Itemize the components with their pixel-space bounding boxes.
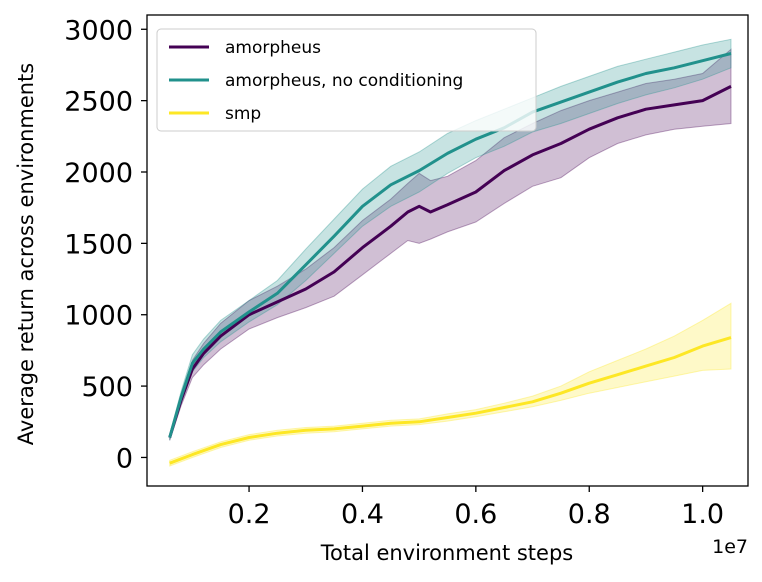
band-smp [169,302,732,467]
y-tick-label: 3000 [64,15,133,46]
band-amorpheus [169,48,732,441]
y-tick-label: 1500 [64,229,133,260]
confidence-bands [169,38,732,467]
legend-label-amorpheus: amorpheus [225,38,321,58]
legend-label-amorpheus-no-conditioning: amorpheus, no conditioning [225,71,463,91]
legend-label-smp: smp [225,104,261,124]
series-line-smp [169,336,732,465]
x-tick-label: 0.2 [228,499,271,530]
y-tick-label: 2000 [64,158,133,189]
y-tick-label: 1000 [64,301,133,332]
x-axis-label: Total environment steps [320,541,574,565]
y-axis-label: Average return across environments [14,63,38,445]
x-tick-label: 1.0 [681,499,724,530]
series-lines [168,52,732,465]
y-tick-label: 0 [116,443,133,474]
series-line-amorpheus-no-conditioning [168,52,732,438]
tick-marks: 0.2 0.4 0.6 0.8 1.0 0 500 1000 1500 2000 2500 3000 [64,15,724,530]
series-line-amorpheus [168,85,732,438]
x-axis-exponent-label: 1e7 [712,536,748,558]
legend-box [156,28,537,132]
legend: amorpheus amorpheus, no conditioning smp [156,28,537,132]
x-tick-label: 0.6 [454,499,497,530]
y-tick-label: 500 [81,372,133,403]
x-tick-label: 0.8 [568,499,611,530]
x-tick-label: 0.4 [341,499,384,530]
plot-frame [146,14,749,487]
axes [146,14,749,487]
y-tick-label: 2500 [64,87,133,118]
band-amorpheus-no-conditioning [169,38,732,441]
